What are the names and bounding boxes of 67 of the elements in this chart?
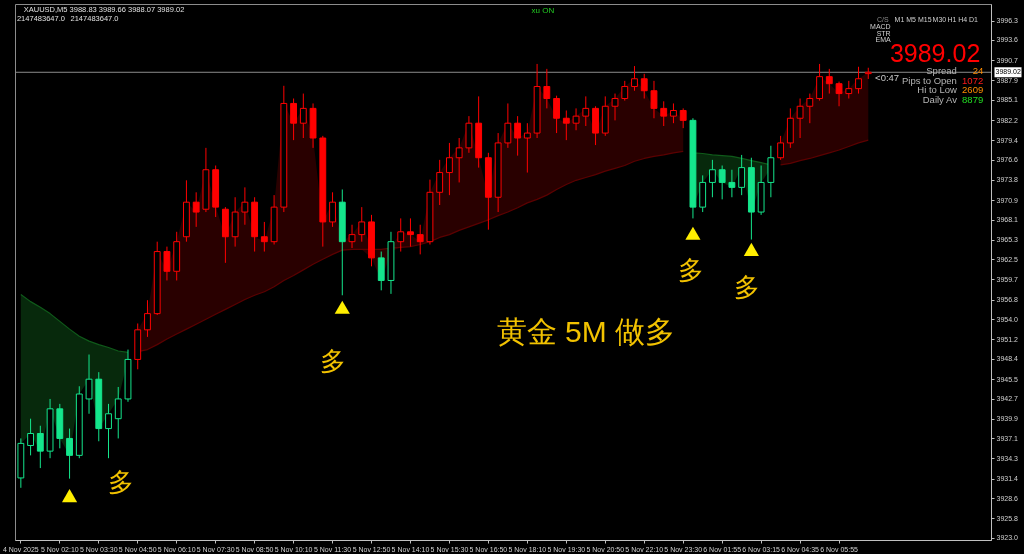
candlestick — [553, 95, 560, 134]
candlestick — [397, 217, 405, 253]
candlestick — [572, 107, 580, 131]
candlestick — [163, 246, 171, 281]
annotation: 黄金 5M 做多 — [496, 315, 675, 349]
candlestick — [679, 107, 687, 129]
candlestick — [738, 154, 746, 196]
candlestick — [329, 191, 336, 228]
candlestick — [543, 68, 551, 109]
candlestick — [582, 95, 590, 127]
candlestick — [290, 98, 297, 141]
annotation: 24 — [972, 65, 984, 77]
candlestick — [562, 109, 570, 141]
candlestick — [514, 115, 522, 157]
annotation: Pips to Open — [901, 74, 957, 86]
candlestick — [835, 81, 843, 107]
candlestick — [621, 80, 629, 102]
point — [61, 489, 78, 503]
candlestick — [777, 135, 785, 161]
annotation: 多 — [319, 345, 346, 376]
candlestick — [27, 418, 35, 456]
candlestick — [407, 217, 414, 248]
candlestick — [523, 122, 531, 174]
candlestick — [192, 191, 200, 228]
candlestick — [640, 73, 648, 100]
candlestick — [114, 386, 122, 439]
annotation: 多 — [108, 466, 135, 497]
candlestick — [358, 206, 366, 243]
candlestick — [436, 159, 444, 206]
candlestick — [796, 98, 804, 139]
annotation: 多 — [733, 271, 760, 302]
point — [334, 300, 350, 314]
candlestick — [728, 169, 736, 198]
candlestick — [85, 354, 93, 415]
annotation: 8879 — [962, 93, 984, 105]
candlestick — [348, 224, 356, 249]
annotation: Daily Av — [922, 93, 958, 105]
candlestick — [718, 165, 726, 200]
candlestick — [660, 100, 668, 127]
candlestick — [416, 224, 424, 255]
candlestick — [631, 65, 638, 92]
annotation: 2609 — [962, 84, 984, 96]
point — [743, 242, 759, 256]
candlestick — [670, 102, 677, 124]
candlestick — [260, 221, 268, 253]
candlestick — [816, 63, 823, 102]
candlestick — [66, 428, 73, 480]
candlestick — [825, 68, 833, 95]
candlestick — [504, 102, 512, 149]
candlestick — [36, 425, 44, 469]
candlestick — [855, 66, 862, 95]
candlestick — [377, 251, 385, 291]
candlestick — [650, 80, 658, 119]
candlestick — [446, 142, 453, 196]
annotation: 多 — [677, 255, 704, 286]
annotation: 1072 — [962, 74, 984, 86]
annotation: <0:47 — [875, 71, 900, 83]
candlestick — [611, 93, 619, 121]
point — [685, 226, 701, 240]
candlestick — [144, 299, 151, 338]
candlestick — [105, 403, 112, 459]
candlestick — [709, 159, 716, 198]
candlestick — [241, 186, 249, 226]
candlestick — [455, 137, 463, 183]
candlestick — [299, 93, 307, 139]
annotation: xu ON — [531, 5, 555, 15]
candlestick — [806, 93, 814, 124]
